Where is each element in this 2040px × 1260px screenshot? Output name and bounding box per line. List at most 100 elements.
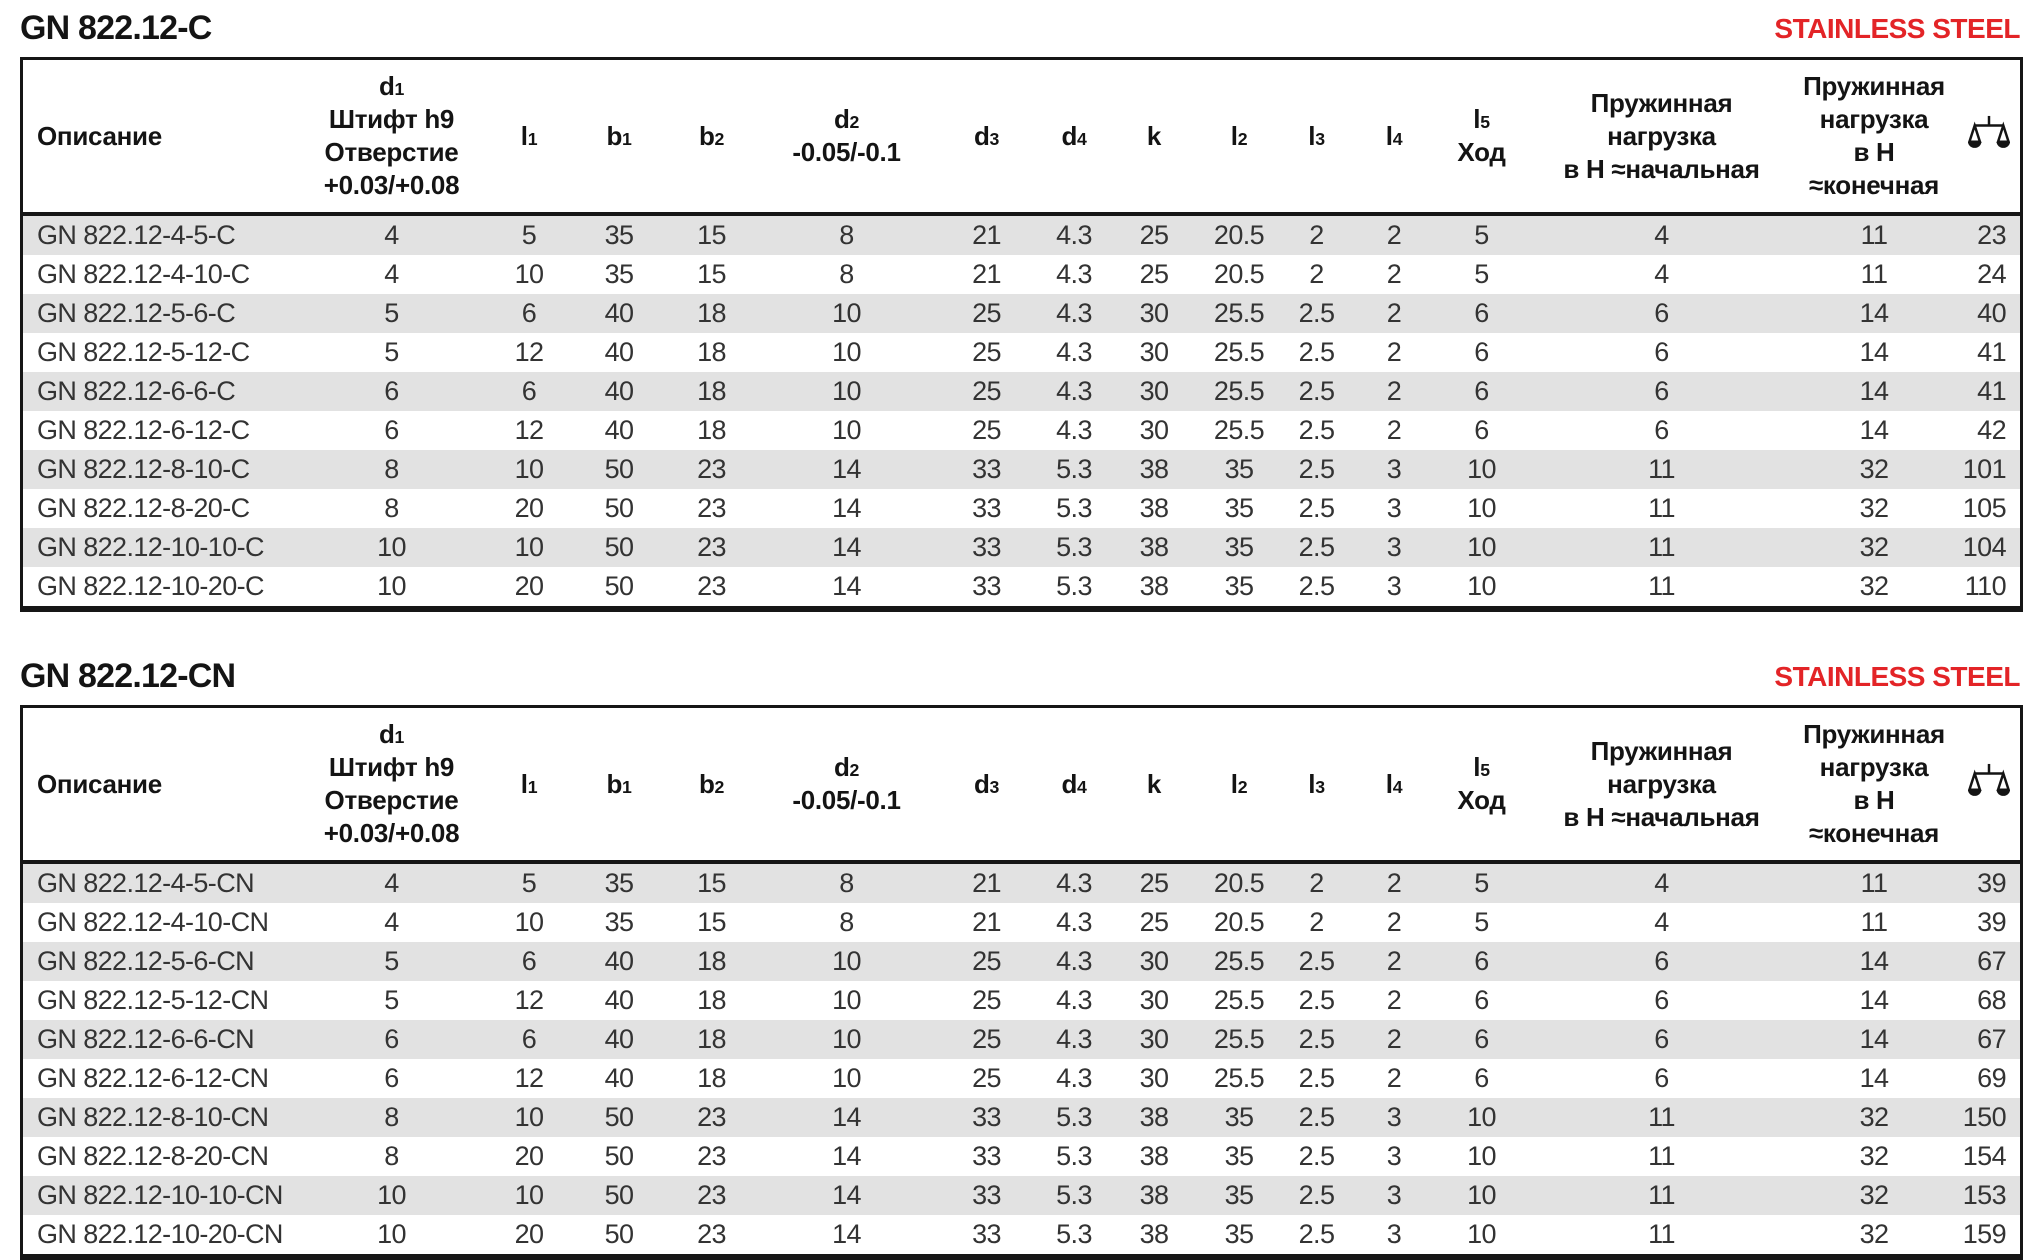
value-cell: 33 <box>972 454 1001 484</box>
value-cell: 40 <box>1977 298 2006 328</box>
value-cell: 25 <box>972 1024 1001 1054</box>
value-cell: 4 <box>1654 868 1669 898</box>
value-cell: 2 <box>1386 415 1402 445</box>
value-cell: 6 <box>384 376 399 406</box>
value-cell: 14 <box>832 1141 861 1171</box>
table-row: GN 822.12-10-20-C 10 20 50 23 14 33 5.3 38 35 2.5 3… <box>22 567 2022 609</box>
column-header: d3 <box>931 706 1042 864</box>
value-cell: 6 <box>1474 376 1489 406</box>
value-cell: 10 <box>377 532 406 562</box>
value-cell: 68 <box>1977 985 2006 1015</box>
value-cell: 35 <box>1224 1219 1254 1249</box>
value-cell: 40 <box>604 376 634 406</box>
value-cell: 33 <box>972 532 1001 562</box>
description-cell: GN 822.12-5-6-C <box>37 298 236 328</box>
value-cell: 6 <box>1654 415 1669 445</box>
value-cell: 23 <box>697 571 726 601</box>
value-cell: 5.3 <box>1056 1141 1092 1171</box>
value-cell: 35 <box>1224 454 1254 484</box>
column-header: d1 Штифт h9 Отверстие +0.03/+0.08 <box>301 58 482 216</box>
value-cell: 8 <box>384 493 399 523</box>
value-cell: 2 <box>1386 985 1402 1015</box>
value-cell: 2.5 <box>1298 298 1335 328</box>
value-cell: 20 <box>514 493 544 523</box>
value-cell: 38 <box>1139 1141 1169 1171</box>
value-cell: 11 <box>1648 1180 1675 1210</box>
value-cell: 35 <box>1224 1180 1254 1210</box>
value-cell: 15 <box>697 907 726 937</box>
value-cell: 4 <box>384 907 399 937</box>
value-cell: 2 <box>1309 220 1324 250</box>
value-cell: 23 <box>697 532 726 562</box>
value-cell: 6 <box>1654 985 1669 1015</box>
value-cell: 5 <box>1474 907 1489 937</box>
description-cell: GN 822.12-6-6-CN <box>37 1024 255 1054</box>
description-cell: GN 822.12-10-10-CN <box>37 1180 283 1210</box>
description-cell: GN 822.12-4-10-C <box>37 259 250 289</box>
value-cell: 150 <box>1962 1102 2007 1132</box>
value-cell: 2 <box>1386 298 1402 328</box>
value-cell: 5.3 <box>1056 571 1092 601</box>
value-cell: 30 <box>1139 1024 1169 1054</box>
value-cell: 2.5 <box>1298 454 1335 484</box>
value-cell: 32 <box>1859 1180 1889 1210</box>
value-cell: 10 <box>1467 493 1496 523</box>
value-cell: 12 <box>514 985 544 1015</box>
scale-icon <box>1956 58 2022 216</box>
value-cell: 30 <box>1139 1063 1169 1093</box>
column-header: l3 <box>1276 706 1357 864</box>
value-cell: 5 <box>384 337 399 367</box>
value-cell: 5.3 <box>1056 1219 1092 1249</box>
value-cell: 32 <box>1859 1102 1889 1132</box>
value-cell: 14 <box>1859 1024 1889 1054</box>
value-cell: 2.5 <box>1298 1063 1335 1093</box>
value-cell: 24 <box>1977 259 2006 289</box>
value-cell: 10 <box>832 1024 861 1054</box>
value-cell: 21 <box>972 259 1001 289</box>
value-cell: 101 <box>1962 454 2007 484</box>
value-cell: 10 <box>377 571 406 601</box>
value-cell: 3 <box>1386 571 1402 601</box>
value-cell: 153 <box>1962 1180 2007 1210</box>
value-cell: 10 <box>832 337 861 367</box>
description-cell: GN 822.12-10-20-C <box>37 571 265 601</box>
value-cell: 110 <box>1964 571 2007 601</box>
value-cell: 10 <box>1467 1141 1496 1171</box>
value-cell: 14 <box>832 454 861 484</box>
value-cell: 35 <box>604 220 634 250</box>
value-cell: 2.5 <box>1298 1180 1335 1210</box>
value-cell: 35 <box>604 868 634 898</box>
value-cell: 11 <box>1860 220 1888 250</box>
value-cell: 8 <box>839 907 854 937</box>
value-cell: 35 <box>1224 493 1254 523</box>
value-cell: 40 <box>604 337 634 367</box>
value-cell: 11 <box>1648 532 1675 562</box>
value-cell: 8 <box>384 454 399 484</box>
value-cell: 25 <box>1139 220 1169 250</box>
value-cell: 11 <box>1648 1219 1675 1249</box>
value-cell: 25 <box>1139 259 1169 289</box>
value-cell: 105 <box>1962 493 2007 523</box>
value-cell: 5 <box>521 868 537 898</box>
value-cell: 10 <box>377 1219 406 1249</box>
value-cell: 30 <box>1139 985 1169 1015</box>
column-header: l5 Ход <box>1431 706 1532 864</box>
value-cell: 20 <box>514 1219 544 1249</box>
value-cell: 4 <box>384 868 399 898</box>
value-cell: 23 <box>697 1141 726 1171</box>
value-cell: 38 <box>1139 1102 1169 1132</box>
value-cell: 30 <box>1139 298 1169 328</box>
value-cell: 6 <box>384 415 399 445</box>
value-cell: 2 <box>1309 907 1324 937</box>
value-cell: 23 <box>697 1219 726 1249</box>
value-cell: 3 <box>1386 493 1402 523</box>
value-cell: 40 <box>604 1063 634 1093</box>
value-cell: 25 <box>972 1063 1001 1093</box>
value-cell: 41 <box>1977 376 2006 406</box>
table-row: GN 822.12-8-10-C 8 10 50 23 14 33 5.3 38 35 2.5 3 10… <box>21 450 2022 489</box>
value-cell: 33 <box>972 1180 1001 1210</box>
value-cell: 6 <box>521 1024 537 1054</box>
value-cell: 2 <box>1386 907 1402 937</box>
value-cell: 35 <box>1224 1102 1254 1132</box>
